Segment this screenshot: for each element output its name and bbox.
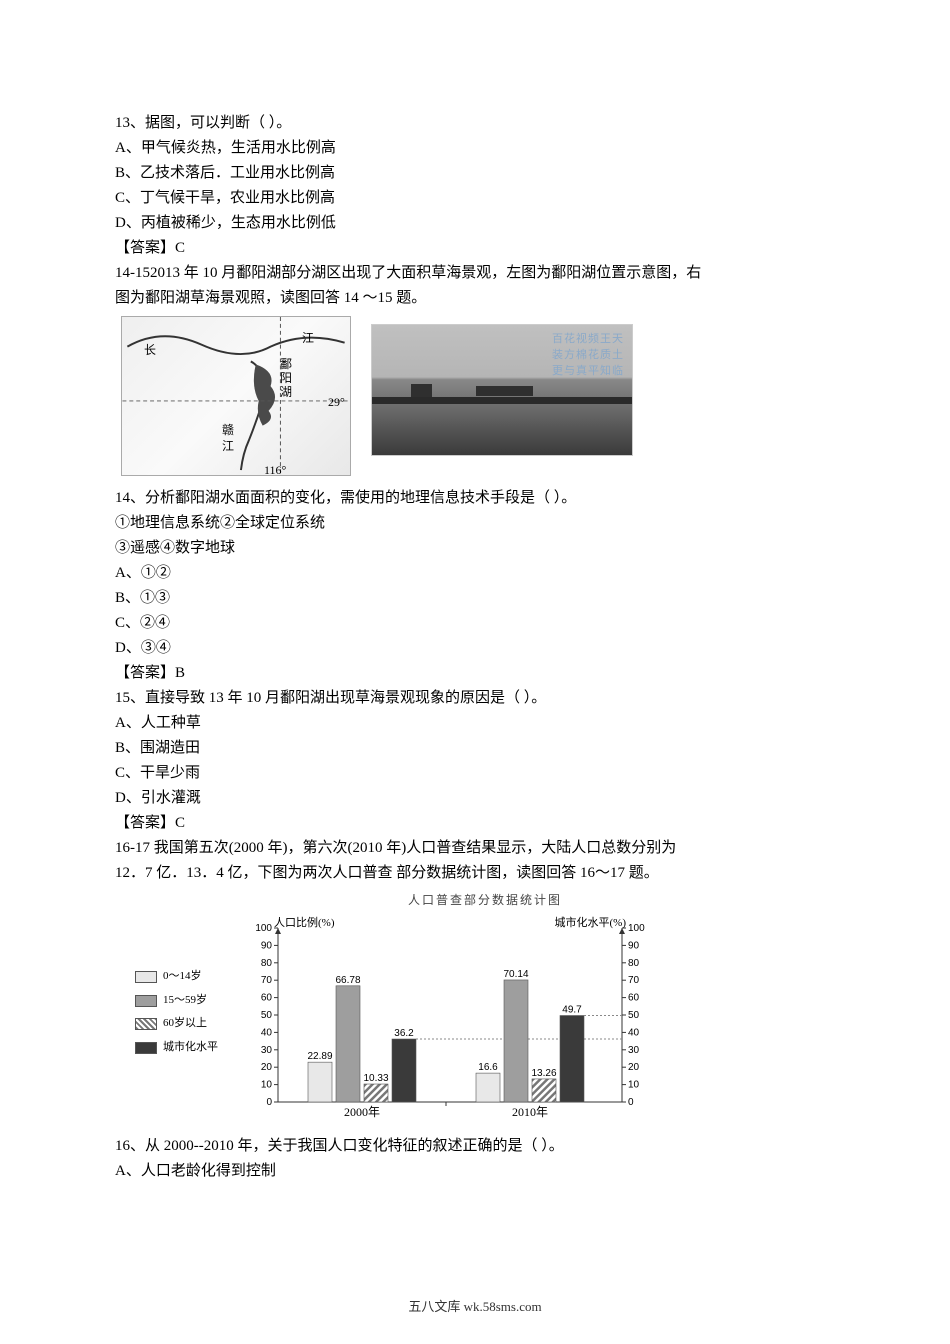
q13-optC: C、丁气候干旱，农业用水比例高 [115,186,835,210]
q15-stem: 15、直接导致 13 年 10 月鄱阳湖出现草海景观现象的原因是（ ）。 [115,686,835,710]
svg-text:2000年: 2000年 [344,1105,380,1119]
q15-answer: 【答案】C [115,811,835,835]
q15-optC: C、干旱少雨 [115,761,835,785]
q14-optC: C、②④ [115,611,835,635]
chart-legend: 0～14岁 15～59岁 60岁以上 城市化水平 [135,914,230,1062]
map-lat: 29° [328,393,345,412]
svg-text:城市化水平(%): 城市化水平(%) [555,915,627,929]
svg-text:10: 10 [261,1080,273,1091]
legend-item-urban: 城市化水平 [135,1039,230,1057]
q13-answer: 【答案】C [115,236,835,260]
chart-caption: 人口普查部分数据统计图 [135,891,835,910]
svg-text:20: 20 [628,1062,640,1073]
svg-text:22.89: 22.89 [307,1051,332,1062]
map-lon: 116° [264,461,286,476]
svg-text:2010年: 2010年 [512,1105,548,1119]
svg-text:60: 60 [261,993,273,1004]
svg-text:0: 0 [266,1097,272,1108]
svg-text:70: 70 [628,975,640,986]
q14-optD: D、③④ [115,636,835,660]
q15-optA: A、人工种草 [115,711,835,735]
svg-text:80: 80 [261,958,273,969]
legend-label-0-14: 0～14岁 [163,968,202,986]
map-label-lake3: 湖 [280,383,292,402]
svg-text:10.33: 10.33 [363,1073,388,1084]
legend-item-15-59: 15～59岁 [135,992,230,1010]
q16-stem: 16、从 2000--2010 年，关于我国人口变化特征的叙述正确的是（ ）。 [115,1134,835,1158]
svg-text:90: 90 [261,941,273,952]
q14-stem: 14、分析鄱阳湖水面面积的变化，需使用的地理信息技术手段是（ ）。 [115,486,835,510]
svg-text:人口比例(%): 人口比例(%) [274,915,335,929]
q14-answer: 【答案】B [115,661,835,685]
q14-opts-line2: ③遥感④数字地球 [115,536,835,560]
photo-text-3: 更与真平知临 [552,363,624,381]
svg-text:100: 100 [628,923,645,934]
q14-optA: A、①② [115,561,835,585]
page-footer: 五八文库 wk.58sms.com [0,1297,950,1318]
q14-opts-line1: ①地理信息系统②全球定位系统 [115,511,835,535]
census-chart: 人口普查部分数据统计图 0～14岁 15～59岁 60岁以上 城市化水平 0 0 1… [135,891,835,1124]
q13-stem: 13、据图，可以判断（ ）。 [115,111,835,135]
map-label-jiang: 江 [302,329,314,348]
svg-text:50: 50 [261,1010,273,1021]
svg-text:70: 70 [261,975,273,986]
svg-text:40: 40 [628,1028,640,1039]
photo-text-2: 装方棉花质土 [552,347,624,365]
photo-text-1: 百花视频王天 [552,331,624,349]
q14-optB: B、①③ [115,586,835,610]
legend-item-60: 60岁以上 [135,1015,230,1033]
svg-text:16.6: 16.6 [478,1062,498,1073]
svg-text:90: 90 [628,941,640,952]
lead-16-17-a: 16-17 我国第五次(2000 年)，第六次(2010 年)人口普查结果显示，… [115,836,835,860]
svg-text:13.26: 13.26 [531,1068,556,1079]
svg-text:66.78: 66.78 [335,975,360,986]
q15-optD: D、引水灌溉 [115,786,835,810]
svg-text:36.2: 36.2 [394,1028,414,1039]
svg-text:0: 0 [628,1097,634,1108]
q13-optB: B、乙技术落后．工业用水比例高 [115,161,835,185]
svg-text:50: 50 [628,1010,640,1021]
legend-item-0-14: 0～14岁 [135,968,230,986]
svg-text:30: 30 [261,1045,273,1056]
chart-plot: 0 0 10 10 20 20 30 30 40 40 50 50 60 60 70 70 80 80 90 90 10… [230,914,670,1124]
map-label-chang: 长 [144,341,156,360]
svg-text:30: 30 [628,1045,640,1056]
svg-text:100: 100 [255,923,272,934]
poyang-map: 长 江 鄱 阳 湖 赣 江 29° 116° [121,316,351,476]
q13-optA: A、甲气候炎热，生活用水比例高 [115,136,835,160]
lead-16-17-b: 12．7 亿．13．4 亿，下图为两次人口普查 部分数据统计图，读图回答 16～… [115,861,835,885]
svg-text:60: 60 [628,993,640,1004]
figure-row-14-15: 长 江 鄱 阳 湖 赣 江 29° 116° 百花视频王天 装方棉花质土 更与真… [121,316,835,476]
q16-optA: A、人口老龄化得到控制 [115,1159,835,1183]
poyang-photo: 百花视频王天 装方棉花质土 更与真平知临 [371,324,633,456]
legend-label-urban: 城市化水平 [163,1039,218,1057]
q13-optD: D、丙植被稀少，生态用水比例低 [115,211,835,235]
svg-text:80: 80 [628,958,640,969]
svg-text:40: 40 [261,1028,273,1039]
legend-label-15-59: 15～59岁 [163,992,207,1010]
svg-text:20: 20 [261,1062,273,1073]
q15-optB: B、围湖造田 [115,736,835,760]
lead-14-15-a: 14-152013 年 10 月鄱阳湖部分湖区出现了大面积草海景观，左图为鄱阳湖… [115,261,835,285]
svg-text:49.7: 49.7 [562,1005,582,1016]
lead-14-15-b: 图为鄱阳湖草海景观照，读图回答 14 ～15 题。 [115,286,835,310]
map-label-gan2: 江 [222,437,234,456]
svg-text:10: 10 [628,1080,640,1091]
svg-text:70.14: 70.14 [503,969,528,980]
legend-label-60: 60岁以上 [163,1015,207,1033]
